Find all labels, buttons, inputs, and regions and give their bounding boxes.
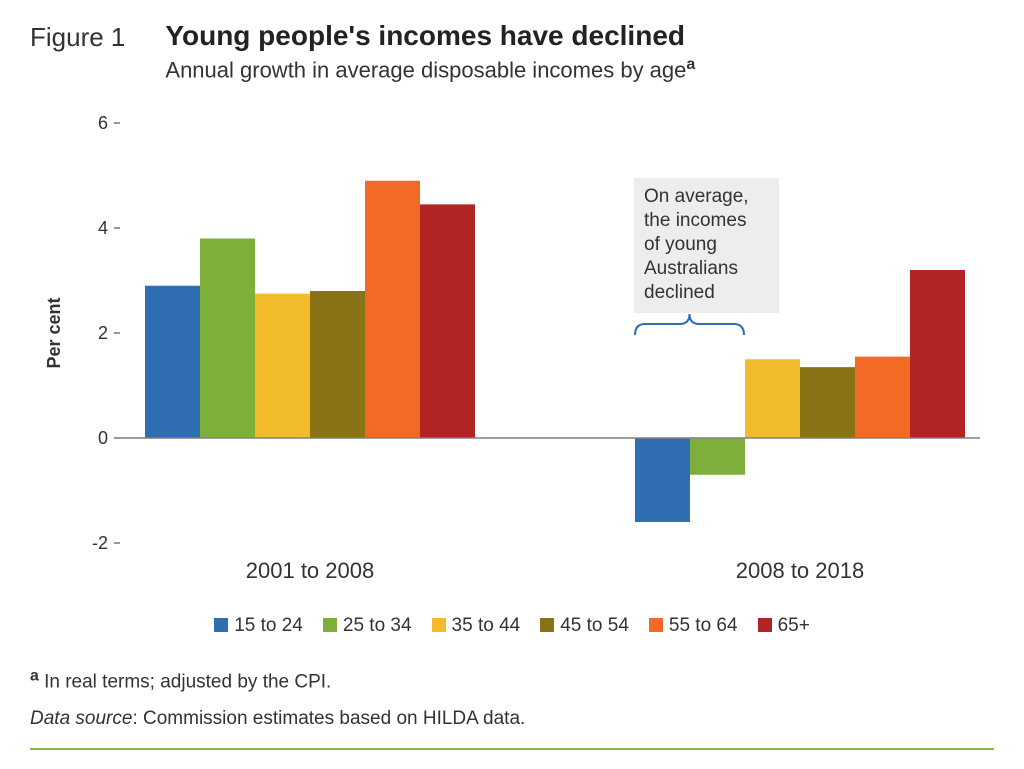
- annotation-line-4: declined: [644, 282, 715, 303]
- figure-header: Figure 1 Young people's incomes have dec…: [30, 20, 994, 83]
- bar-65+-g1: [910, 270, 965, 438]
- legend-swatch: [432, 618, 446, 632]
- svg-text:-2: -2: [92, 533, 108, 553]
- bar-35to44-g0: [255, 294, 310, 438]
- svg-text:4: 4: [98, 218, 108, 238]
- figure-title: Young people's incomes have declined: [165, 20, 994, 52]
- bottom-rule: [30, 748, 994, 750]
- footnote-superscript: a: [30, 667, 39, 684]
- legend-item-65+: 65+: [758, 615, 810, 637]
- annotation-line-3: Australians: [644, 258, 738, 279]
- figure-page: Figure 1 Young people's incomes have dec…: [0, 0, 1024, 769]
- legend-item-15to24: 15 to 24: [214, 615, 303, 637]
- group-label-1: 2008 to 2018: [736, 558, 864, 583]
- svg-text:2: 2: [98, 323, 108, 343]
- annotation-line-0: On average,: [644, 186, 749, 207]
- legend-item-25to34: 25 to 34: [323, 615, 412, 637]
- bar-15to24-g1: [635, 438, 690, 522]
- bar-35to44-g1: [745, 360, 800, 439]
- y-axis-title: Per cent: [44, 298, 64, 369]
- svg-text:0: 0: [98, 428, 108, 448]
- legend-item-35to44: 35 to 44: [432, 615, 521, 637]
- annotation-line-2: of young: [644, 234, 717, 255]
- bar-25to34-g0: [200, 239, 255, 439]
- legend-swatch: [540, 618, 554, 632]
- bar-15to24-g0: [145, 286, 200, 438]
- legend-swatch: [649, 618, 663, 632]
- legend-label: 45 to 54: [560, 615, 629, 636]
- subtitle-text: Annual growth in average disposable inco…: [165, 57, 686, 82]
- data-source: Data source: Commission estimates based …: [30, 708, 994, 730]
- legend-swatch: [758, 618, 772, 632]
- source-text: : Commission estimates based on HILDA da…: [132, 708, 525, 729]
- figure-subtitle: Annual growth in average disposable inco…: [165, 56, 994, 83]
- chart-svg: -2 0 2 4 6 Per cent 2001 to 2008 2008 to 2018 On…: [30, 103, 990, 603]
- bar-55to64-g0: [365, 181, 420, 438]
- legend-label: 25 to 34: [343, 615, 412, 636]
- bar-45to54-g0: [310, 291, 365, 438]
- group-label-0: 2001 to 2008: [246, 558, 374, 583]
- source-label: Data source: [30, 708, 132, 729]
- annotation-line-1: the incomes: [644, 210, 746, 231]
- income-chart: -2 0 2 4 6 Per cent 2001 to 2008 2008 to 2018 On…: [30, 103, 990, 603]
- legend-item-45to54: 45 to 54: [540, 615, 629, 637]
- legend-label: 15 to 24: [234, 615, 303, 636]
- footnote-text: In real terms; adjusted by the CPI.: [39, 672, 332, 693]
- legend-swatch: [214, 618, 228, 632]
- legend-item-55to64: 55 to 64: [649, 615, 738, 637]
- bar-25to34-g1: [690, 438, 745, 475]
- legend-swatch: [323, 618, 337, 632]
- figure-label: Figure 1: [30, 20, 125, 53]
- bar-55to64-g1: [855, 357, 910, 438]
- bar-45to54-g1: [800, 367, 855, 438]
- legend-label: 55 to 64: [669, 615, 738, 636]
- footnote: a In real terms; adjusted by the CPI.: [30, 667, 994, 693]
- figure-titles: Young people's incomes have declined Ann…: [165, 20, 994, 83]
- bar-65+-g0: [420, 205, 475, 439]
- legend-label: 35 to 44: [452, 615, 521, 636]
- svg-text:6: 6: [98, 113, 108, 133]
- chart-legend: 15 to 24 25 to 34 35 to 44 45 to 54 55 to 64…: [30, 615, 994, 637]
- subtitle-superscript: a: [686, 56, 695, 73]
- legend-label: 65+: [778, 615, 810, 636]
